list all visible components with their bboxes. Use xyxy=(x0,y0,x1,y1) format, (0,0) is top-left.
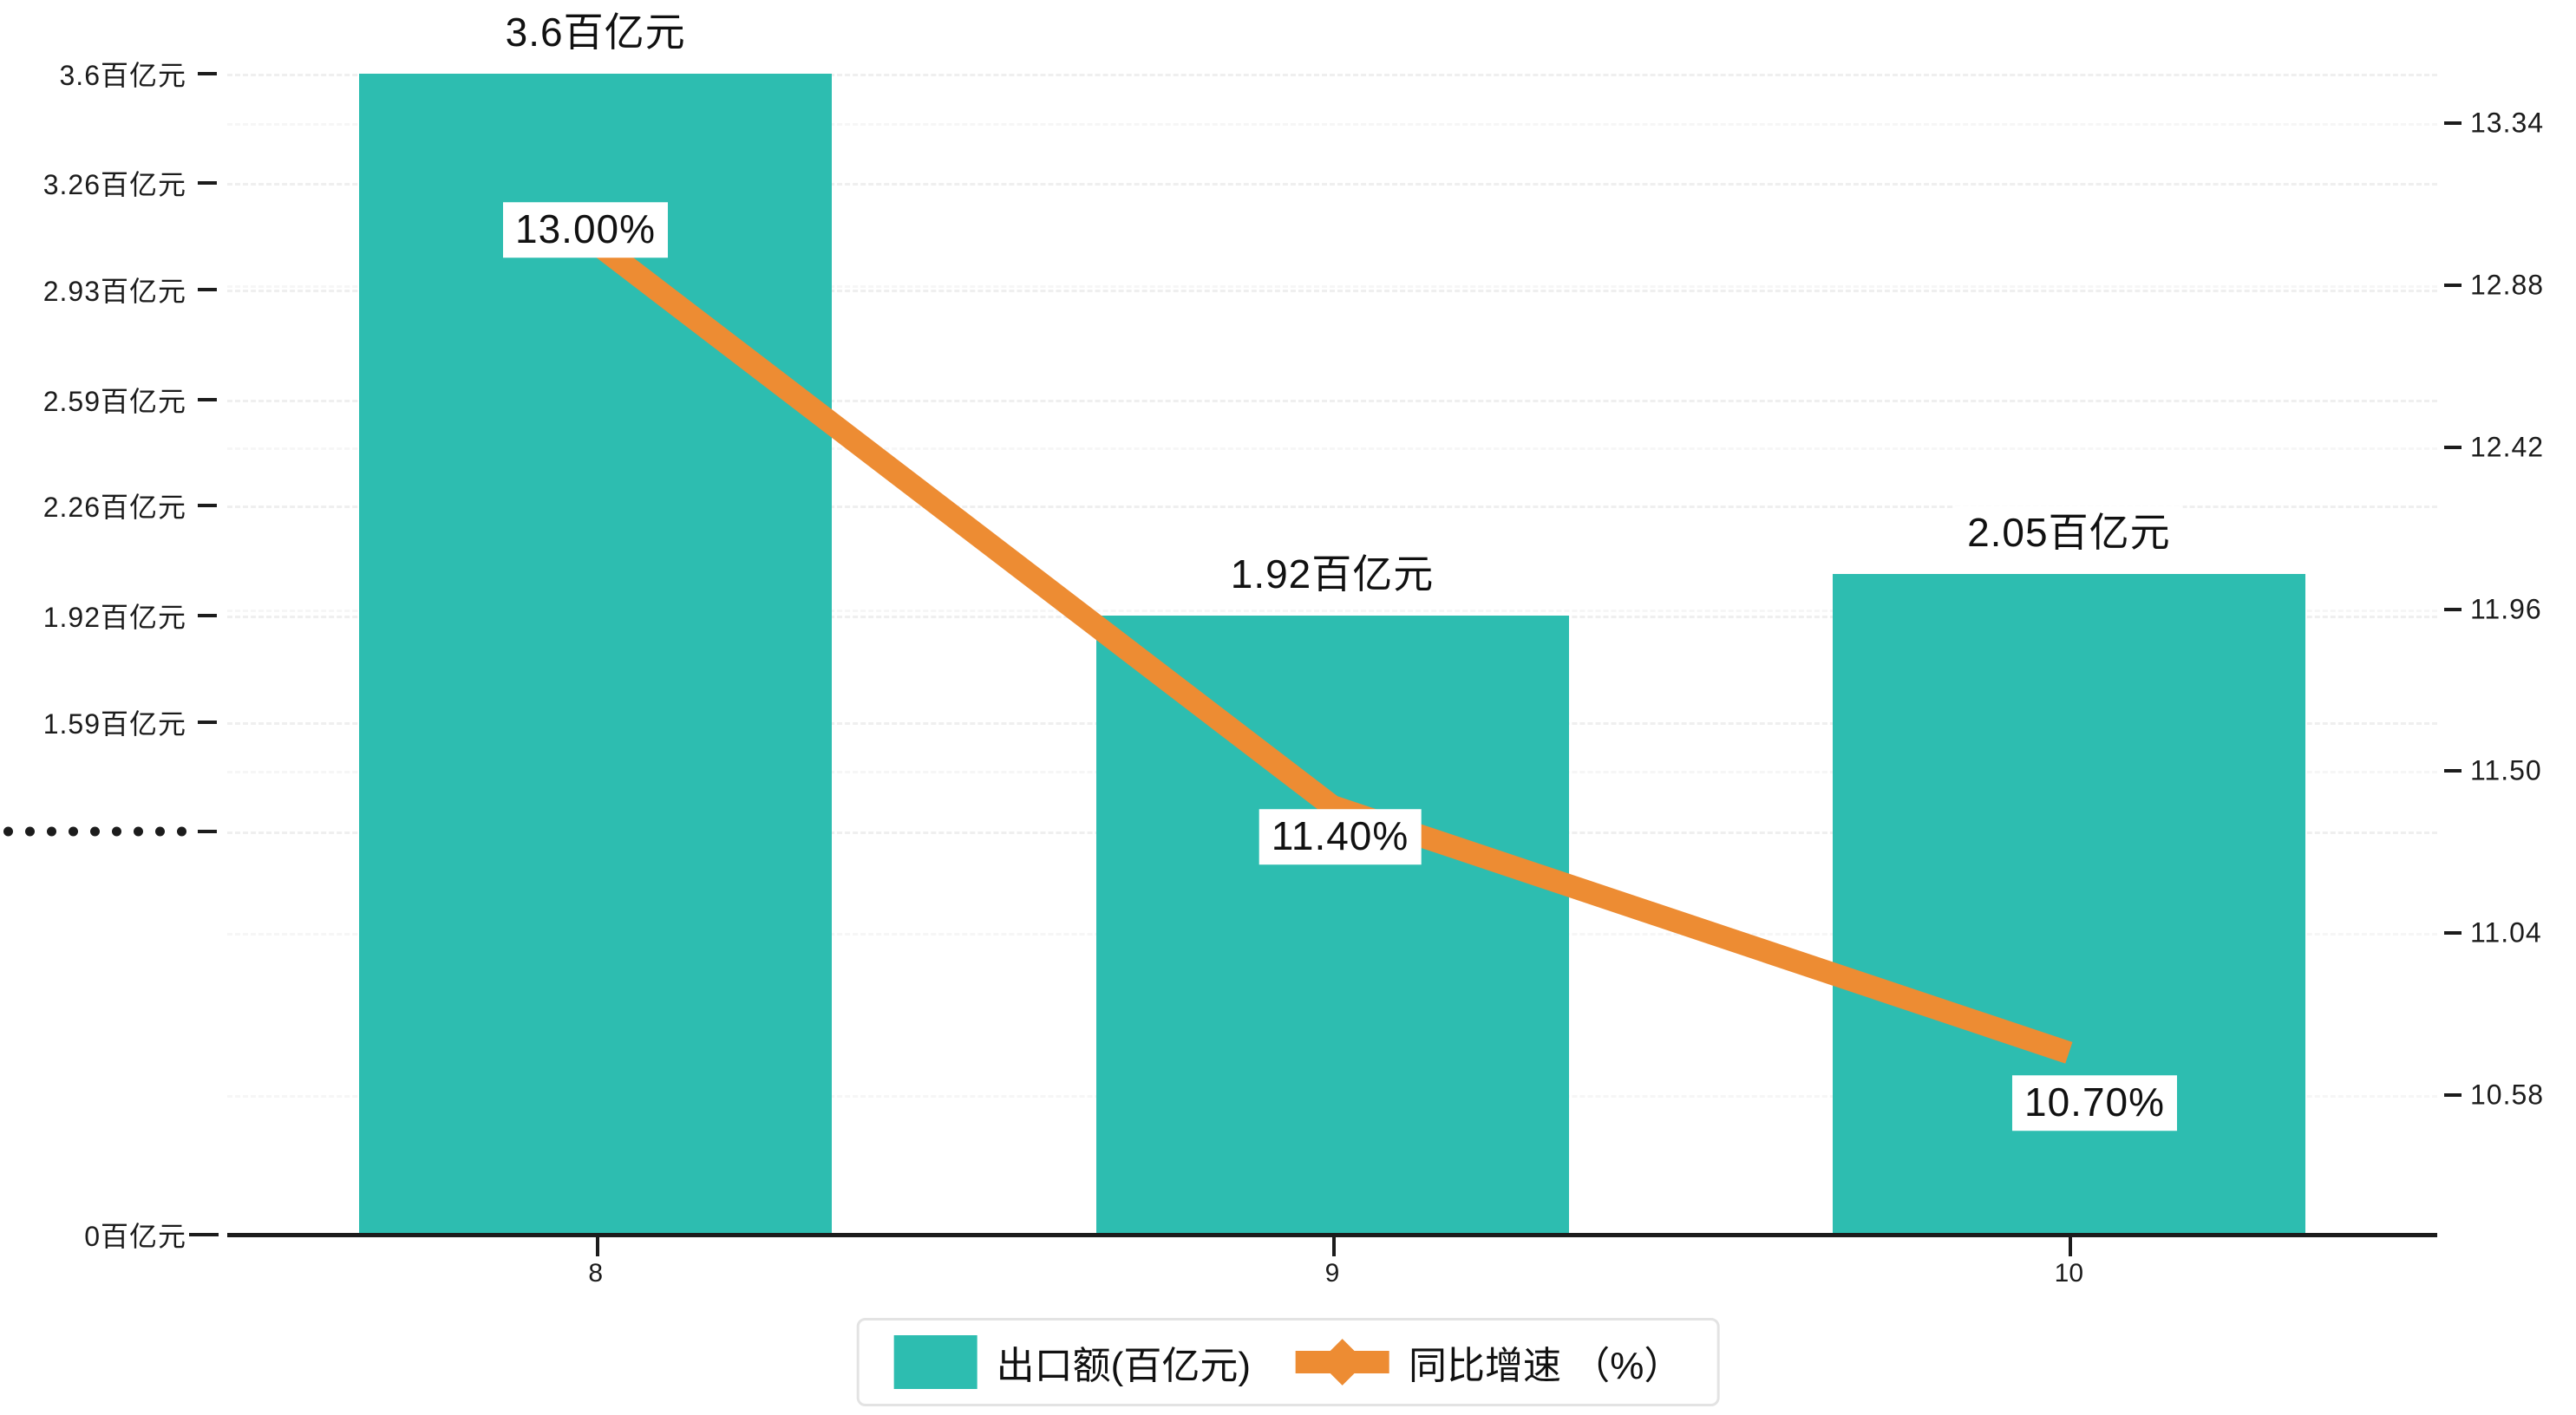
y-axis-left-tick-label: 3.26百亿元 xyxy=(42,169,186,201)
line-data-label: 11.40% xyxy=(1259,809,1422,864)
y-axis-right-tick xyxy=(2444,445,2462,449)
y-axis-left-tick-label: 3.6百亿元 xyxy=(59,60,186,91)
y-axis-left-tick xyxy=(198,613,217,617)
y-axis-right-tick-label: 13.34 xyxy=(2470,107,2545,139)
x-tick xyxy=(1332,1237,1336,1256)
line-data-label: 13.00% xyxy=(502,202,669,258)
y-axis-right-tick xyxy=(2444,1093,2462,1097)
legend: 出口额(百亿元) 同比增速 （%） xyxy=(856,1318,1720,1406)
y-axis-right-tick-label: 11.04 xyxy=(2470,916,2542,949)
legend-bar-swatch-icon xyxy=(893,1335,977,1389)
y-axis-left-tick xyxy=(198,72,217,75)
y-axis-right-tick xyxy=(2444,931,2462,936)
bar-data-label: 3.6百亿元 xyxy=(493,5,698,61)
bar-10[interactable] xyxy=(1832,573,2305,1235)
bar-data-label: 1.92百亿元 xyxy=(1218,547,1447,603)
y-axis-left-tick-label: 2.59百亿元 xyxy=(42,385,186,417)
legend-item-line[interactable]: 同比增速 （%） xyxy=(1295,1334,1683,1390)
y-axis-left-tick-label: 0百亿元 xyxy=(84,1221,186,1252)
x-axis-line xyxy=(227,1233,2437,1237)
gridline xyxy=(227,74,2437,76)
legend-item-bar[interactable]: 出口额(百亿元) xyxy=(893,1334,1251,1390)
y-axis-left-tick xyxy=(198,830,217,834)
x-axis-tick-label: 8 xyxy=(588,1259,603,1288)
y-axis-right-tick-label: 12.42 xyxy=(2470,431,2545,463)
y-axis-right-tick xyxy=(2444,607,2462,611)
x-tick xyxy=(2069,1237,2073,1256)
y-axis-right-tick-label: 11.96 xyxy=(2470,593,2542,624)
y-axis-left-tick-label: 1.59百亿元 xyxy=(42,708,186,740)
legend-item-label: 同比增速 （%） xyxy=(1408,1345,1683,1387)
gridline-minor xyxy=(227,123,2437,126)
x-axis-tick-label: 10 xyxy=(2054,1259,2084,1288)
legend-item-label: 出口额(百亿元) xyxy=(996,1345,1251,1387)
bar-9[interactable] xyxy=(1095,615,1569,1235)
y-axis-left-tick-label xyxy=(0,826,186,837)
y-axis-right-tick-label: 11.50 xyxy=(2470,754,2542,786)
line-data-label: 10.70% xyxy=(2011,1075,2178,1131)
y-axis-right-tick-label: 12.88 xyxy=(2470,269,2545,301)
y-axis-left-tick xyxy=(189,1233,219,1236)
legend-line-diamond-icon xyxy=(1295,1339,1389,1386)
gridline xyxy=(227,183,2437,186)
y-axis-left-tick xyxy=(198,504,217,508)
y-axis-left-tick-label: 2.26百亿元 xyxy=(42,492,186,524)
y-axis-right-tick-label: 10.58 xyxy=(2470,1079,2545,1111)
y-axis-left-tick xyxy=(198,181,217,186)
y-axis-left-tick xyxy=(198,720,217,724)
y-axis-right-tick xyxy=(2444,283,2462,287)
y-axis-left-tick xyxy=(198,397,217,401)
bar-data-label: 2.05百亿元 xyxy=(1955,505,2183,561)
y-axis-left-tick xyxy=(198,288,217,292)
y-axis-left-tick-label: 2.93百亿元 xyxy=(42,276,186,308)
x-tick xyxy=(595,1237,599,1256)
y-axis-right-tick xyxy=(2444,769,2462,773)
y-axis-left-tick-label: 1.92百亿元 xyxy=(42,601,186,633)
x-axis-tick-label: 9 xyxy=(1324,1259,1340,1288)
y-axis-right-tick xyxy=(2444,121,2462,125)
